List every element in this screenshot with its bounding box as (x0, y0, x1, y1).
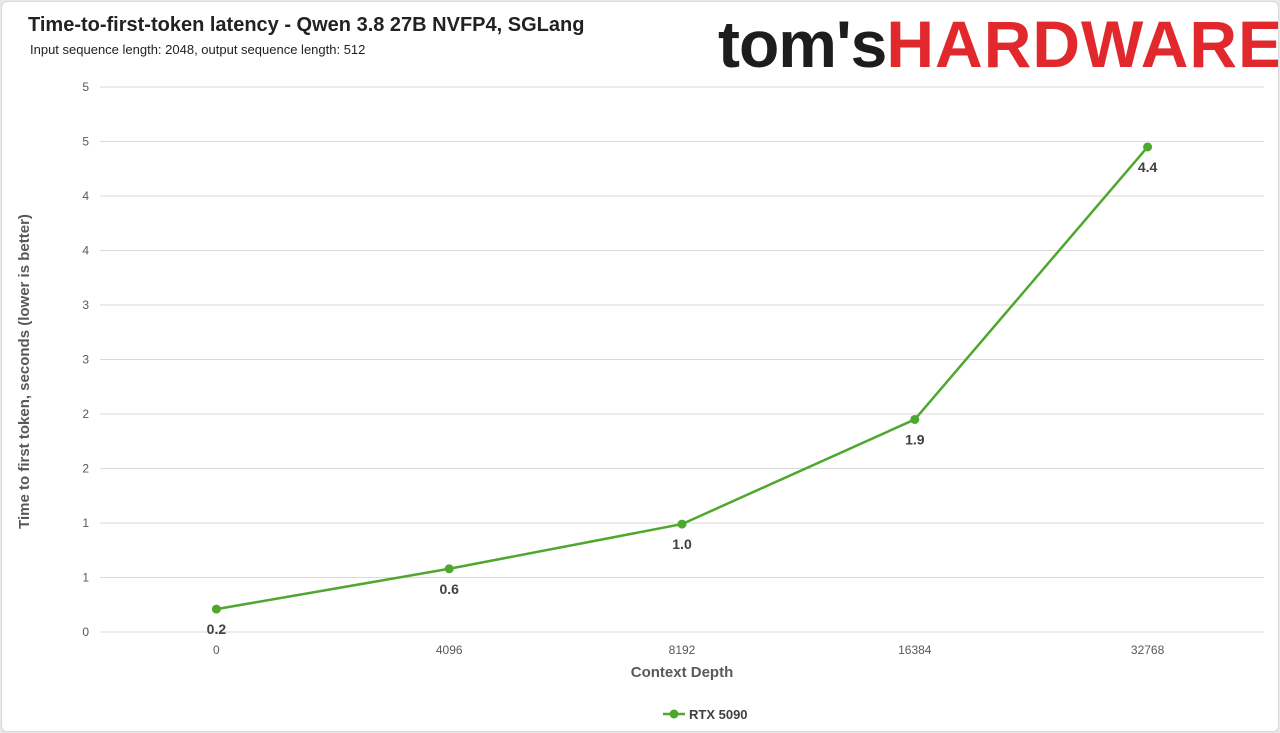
data-label: 4.4 (1138, 159, 1158, 175)
logo-text-toms: tom's (718, 7, 887, 81)
legend-swatch-marker (669, 709, 679, 719)
y-tick-label: 4 (82, 244, 89, 258)
y-tick-label: 3 (82, 353, 89, 367)
x-tick-label: 8192 (669, 643, 696, 657)
x-tick-label: 0 (213, 643, 220, 657)
data-label: 1.9 (905, 431, 925, 447)
y-tick-label: 1 (82, 571, 89, 585)
legend: RTX 5090 (663, 707, 748, 722)
x-tick-label: 4096 (436, 643, 463, 657)
y-axis-title: Time to first token, seconds (lower is b… (16, 214, 33, 529)
legend-label: RTX 5090 (689, 707, 748, 722)
chart-title: Time-to-first-token latency - Qwen 3.8 2… (28, 14, 585, 36)
x-tick-label: 32768 (1131, 643, 1165, 657)
y-tick-label: 2 (82, 462, 89, 476)
y-tick-label: 4 (82, 189, 89, 203)
chart-subtitle: Input sequence length: 2048, output sequ… (30, 42, 366, 57)
logo-text-hardware: HARDWARE (886, 7, 1279, 81)
gridlines (100, 86, 1264, 633)
y-tick-label: 2 (82, 407, 89, 421)
x-tick-label: 16384 (898, 643, 932, 657)
x-axis-title: Context Depth (631, 664, 734, 681)
data-label: 1.0 (672, 536, 692, 552)
series-rtx-5090: 0.2 0.6 1.0 1.9 4.4 (207, 142, 1158, 637)
x-axis-ticks: 0 4096 8192 16384 32768 (213, 643, 1165, 657)
data-label: 0.6 (439, 581, 459, 597)
data-point (677, 519, 687, 529)
data-point (910, 414, 920, 424)
data-point (211, 604, 221, 614)
y-tick-label: 0 (82, 625, 89, 639)
data-point (1143, 142, 1153, 152)
toms-hardware-logo: tom'sHARDWARE (718, 7, 1279, 81)
y-tick-label: 5 (82, 80, 89, 94)
y-tick-label: 1 (82, 516, 89, 530)
y-tick-label: 3 (82, 298, 89, 312)
data-label: 0.2 (207, 621, 227, 637)
y-axis-ticks: 0 1 1 2 2 3 3 4 4 5 5 (82, 80, 89, 639)
data-point (444, 564, 454, 574)
y-tick-label: 5 (82, 135, 89, 149)
